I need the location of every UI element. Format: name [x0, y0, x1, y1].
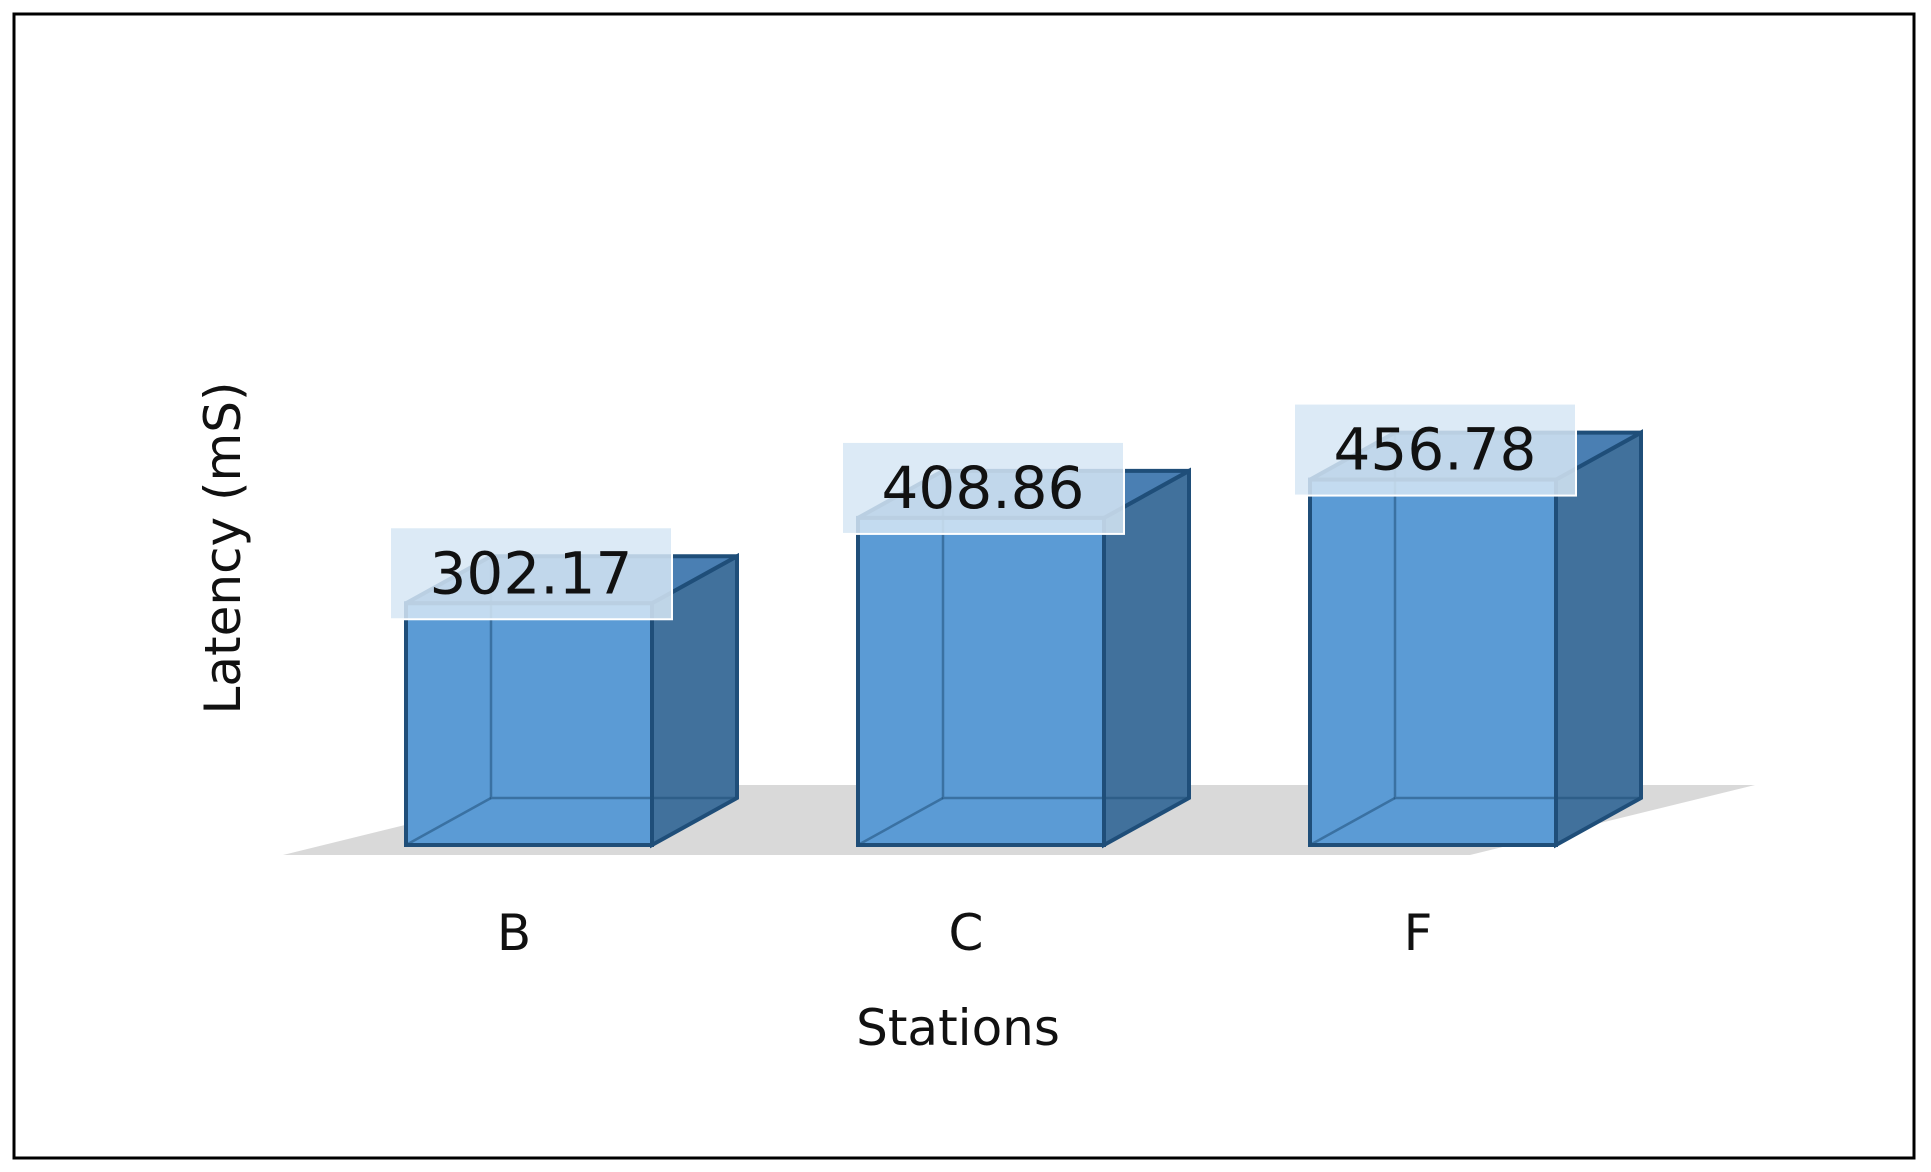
x-tick-label-c: C	[949, 904, 984, 962]
bar-f	[1308, 477, 1558, 847]
value-label-box-b	[389, 526, 673, 621]
value-label-c: 408.86	[882, 454, 1085, 522]
x-axis-title: Stations	[856, 999, 1060, 1057]
x-tick-label-b: B	[497, 904, 531, 962]
bar-inner-diag-c	[857, 796, 944, 847]
value-label-f: 456.78	[1334, 416, 1537, 484]
y-axis-title: Latency (mS)	[194, 382, 252, 715]
bar-c	[856, 515, 1106, 847]
value-labels-group: 302.17 408.86 456.78	[389, 402, 1577, 621]
bar-b	[404, 601, 654, 847]
x-tick-label-f: F	[1404, 904, 1433, 962]
value-label-box-c	[841, 440, 1125, 535]
value-label-b: 302.17	[430, 539, 633, 607]
bar-inner-diag-b	[405, 796, 492, 847]
bar-inner-diag-f	[1309, 796, 1396, 847]
value-label-box-f	[1293, 402, 1577, 497]
